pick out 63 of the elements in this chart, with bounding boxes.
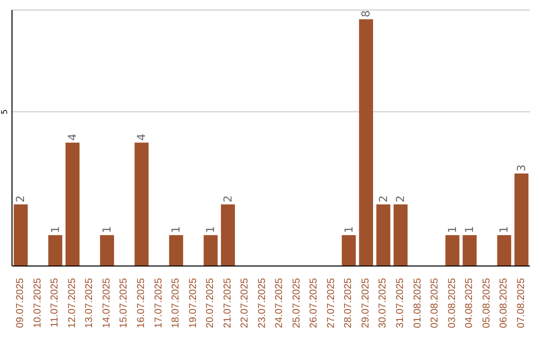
x-tick-label: 30.07.2025 (378, 278, 389, 328)
x-tick-label: 18.07.2025 (170, 278, 182, 328)
x-tick-label: 13.07.2025 (84, 278, 96, 328)
bar (66, 142, 80, 266)
bar (445, 235, 460, 266)
x-tick-label: 03.08.2025 (446, 278, 458, 328)
data-label: 1 (48, 226, 62, 234)
x-tick-label: 22.07.2025 (240, 278, 251, 328)
data-label: 2 (14, 195, 28, 202)
bar (376, 204, 390, 266)
bar (134, 142, 149, 266)
x-tick-label: 31.07.2025 (395, 278, 406, 328)
bar (359, 19, 374, 266)
data-label: 2 (394, 195, 408, 202)
bar (220, 204, 235, 266)
x-tick-label: 26.07.2025 (308, 278, 320, 328)
x-tick-label: 23.07.2025 (256, 278, 268, 328)
data-label: 1 (446, 226, 459, 234)
x-tick-label: 14.07.2025 (101, 278, 112, 328)
data-label: 1 (204, 226, 218, 234)
data-label: 1 (498, 226, 511, 234)
data-label: 1 (100, 226, 114, 234)
data-label: 2 (376, 195, 390, 202)
bar (100, 235, 114, 266)
x-tick-label: 19.07.2025 (188, 278, 199, 328)
x-tick-label: 17.07.2025 (153, 278, 164, 328)
x-tick-label: 12.07.2025 (66, 278, 78, 328)
x-tick-label: 06.08.2025 (498, 278, 510, 328)
data-label: 4 (66, 134, 80, 141)
bar (497, 235, 512, 266)
x-tick-label: 11.07.2025 (50, 278, 61, 328)
x-tick-label: 04.08.2025 (464, 278, 476, 328)
bar (48, 235, 62, 266)
x-tick-label: 28.07.2025 (343, 278, 354, 328)
x-tick-label: 24.07.2025 (274, 278, 286, 328)
x-tick-label: 05.08.2025 (481, 278, 492, 328)
data-label: 2 (221, 195, 234, 202)
x-tick-label: 09.07.2025 (15, 278, 26, 328)
bar (394, 204, 408, 266)
data-label: 4 (135, 134, 148, 141)
x-tick-label: 20.07.2025 (205, 278, 216, 328)
data-label: 1 (342, 226, 356, 234)
x-tick-label: 25.07.2025 (291, 278, 302, 328)
data-label: 8 (360, 10, 373, 18)
bar (342, 235, 356, 266)
bar (169, 235, 184, 266)
x-tick-label: 29.07.2025 (360, 278, 372, 328)
bar (14, 204, 28, 266)
data-label: 3 (514, 164, 528, 172)
y-tick-label: 5 (0, 109, 9, 114)
x-tick-label: 02.08.2025 (430, 278, 441, 328)
x-tick-label: 07.08.2025 (516, 278, 527, 328)
data-label: 1 (463, 226, 476, 234)
bar (514, 173, 528, 266)
x-tick-label: 21.07.2025 (222, 278, 234, 328)
bar (462, 235, 477, 266)
x-tick-label: 15.07.2025 (118, 278, 130, 328)
x-tick-label: 16.07.2025 (136, 278, 147, 328)
bar (204, 235, 218, 266)
data-label: 1 (170, 226, 183, 234)
x-tick-label: 10.07.2025 (32, 278, 44, 328)
x-tick-label: 27.07.2025 (326, 278, 337, 328)
x-tick-label: 01.08.2025 (412, 278, 424, 328)
